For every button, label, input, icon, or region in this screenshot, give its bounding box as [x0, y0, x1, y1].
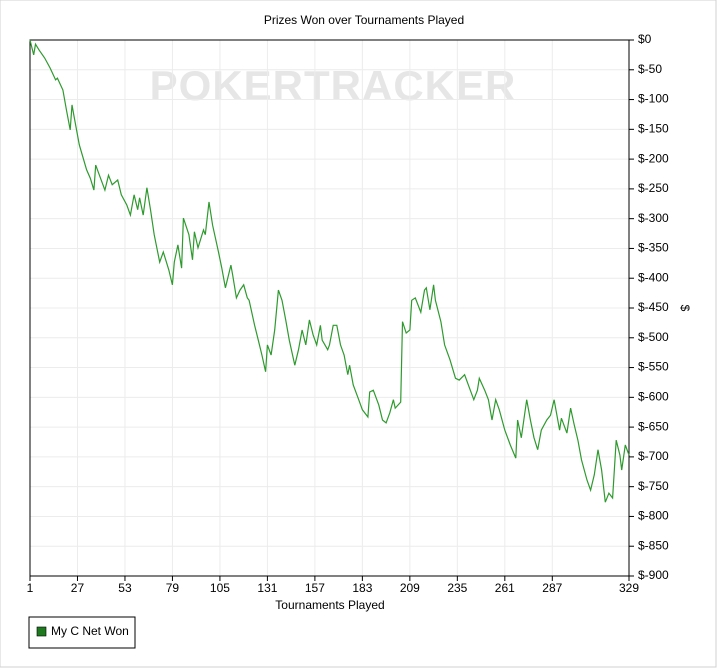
y-tick-label: $-350	[638, 241, 669, 255]
y-tick-label: $-750	[638, 479, 669, 493]
y-tick-label: $-550	[638, 360, 669, 374]
x-tick-label: 235	[447, 581, 467, 595]
watermark: POKERTRACKER	[150, 62, 517, 109]
y-tick-label: $-600	[638, 390, 669, 404]
x-tick-label: 79	[166, 581, 180, 595]
y-tick-label: $-100	[638, 92, 669, 106]
y-tick-label: $-150	[638, 122, 669, 136]
x-tick-label: 131	[257, 581, 277, 595]
series-line	[29, 39, 630, 503]
x-tick-label: 287	[542, 581, 562, 595]
y-tick-label: $-650	[638, 419, 669, 433]
y-tick-label: $-400	[638, 270, 669, 284]
y-tick-label: $-850	[638, 538, 669, 552]
y-tick-label: $-200	[638, 151, 669, 165]
legend-box	[28, 616, 136, 649]
y-tick-label: $-250	[638, 181, 669, 195]
y-tick-label: $-500	[638, 330, 669, 344]
x-tick-label: 183	[352, 581, 372, 595]
x-tick-label: 209	[400, 581, 420, 595]
y-tick-label: $-50	[638, 62, 662, 76]
y-axis-label: $	[678, 305, 692, 312]
x-tick-label: 1	[27, 581, 34, 595]
x-tick-label: 27	[71, 581, 85, 595]
y-tick-label: $-450	[638, 300, 669, 314]
y-tick-label: $-700	[638, 449, 669, 463]
x-tick-label: 53	[118, 581, 132, 595]
y-tick-label: $-800	[638, 509, 669, 523]
x-tick-label: 105	[210, 581, 230, 595]
y-tick-label: $0	[638, 32, 652, 46]
chart-title: Prizes Won over Tournaments Played	[264, 13, 464, 27]
plot-frame	[29, 39, 630, 577]
x-tick-label: 157	[305, 581, 325, 595]
y-tick-label: $-300	[638, 211, 669, 225]
y-tick-label: $-900	[638, 568, 669, 582]
legend-label: My C Net Won	[51, 624, 129, 638]
x-axis-label: Tournaments Played	[275, 598, 384, 612]
x-tick-label: 261	[495, 581, 515, 595]
x-tick-label: 329	[619, 581, 639, 595]
legend-swatch	[36, 626, 47, 637]
